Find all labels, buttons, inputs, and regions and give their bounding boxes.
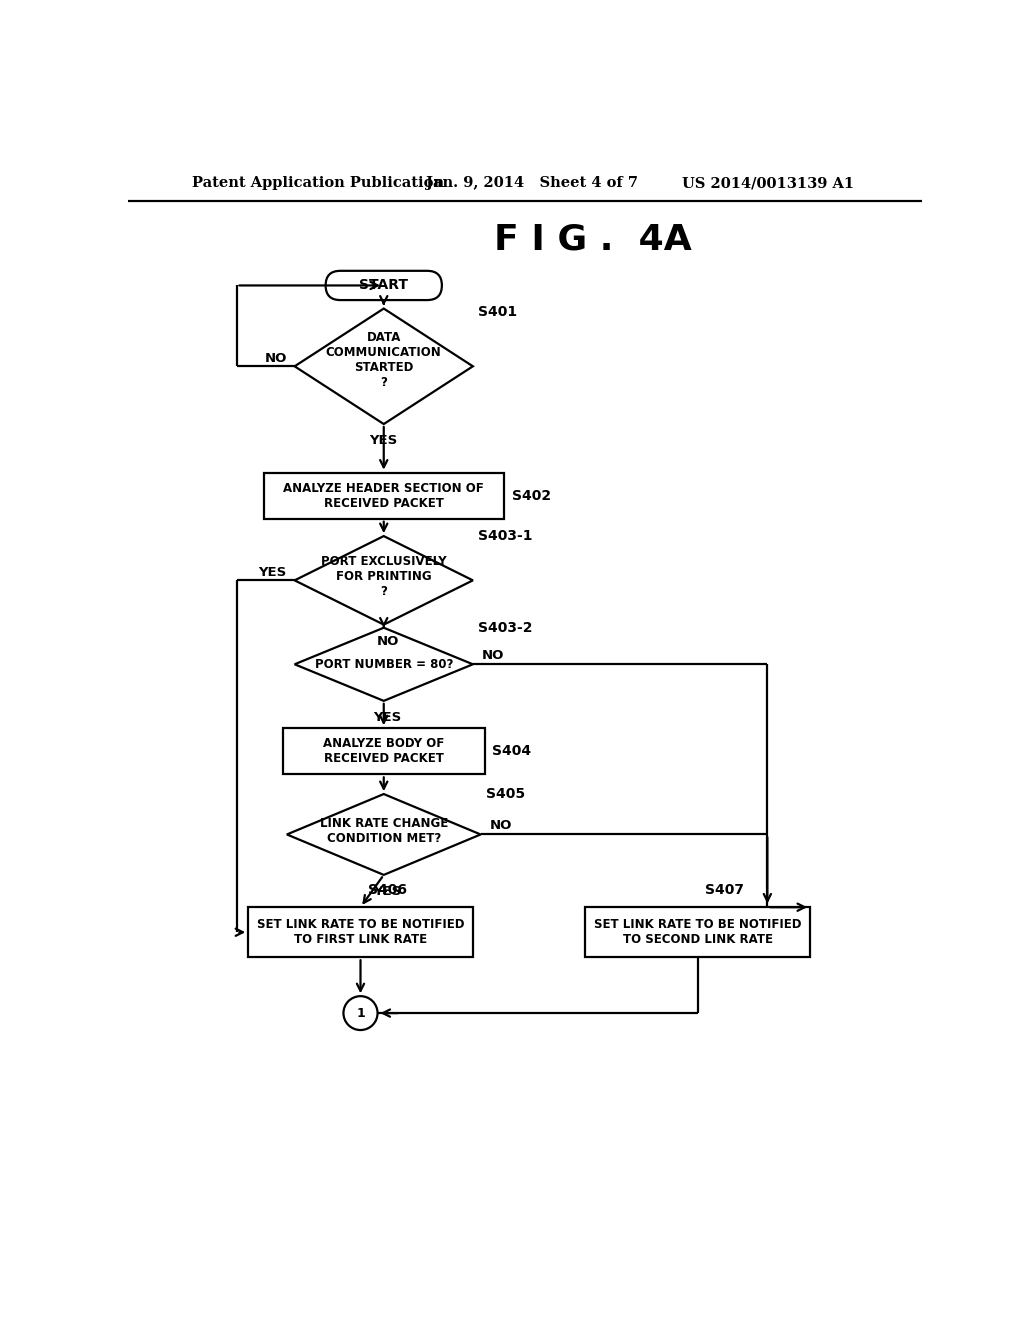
Text: PORT NUMBER = 80?: PORT NUMBER = 80?: [314, 657, 453, 671]
Text: S403-1: S403-1: [478, 529, 532, 543]
Bar: [263, 473, 504, 519]
Text: PORT EXCLUSIVELY
FOR PRINTING
?: PORT EXCLUSIVELY FOR PRINTING ?: [321, 554, 446, 598]
Text: LINK RATE CHANGE
CONDITION MET?: LINK RATE CHANGE CONDITION MET?: [319, 817, 447, 845]
Text: DATA
COMMUNICATION
STARTED
?: DATA COMMUNICATION STARTED ?: [326, 331, 441, 389]
Text: NO: NO: [377, 635, 398, 648]
Text: YES: YES: [374, 711, 401, 723]
Text: NO: NO: [489, 818, 512, 832]
Text: SET LINK RATE TO BE NOTIFIED
TO SECOND LINK RATE: SET LINK RATE TO BE NOTIFIED TO SECOND L…: [594, 919, 802, 946]
Text: NO: NO: [264, 352, 287, 366]
Bar: [283, 729, 484, 775]
Text: YES: YES: [259, 566, 287, 579]
Text: S402: S402: [512, 488, 551, 503]
Bar: [248, 907, 473, 957]
Text: ANALYZE HEADER SECTION OF
RECEIVED PACKET: ANALYZE HEADER SECTION OF RECEIVED PACKE…: [284, 482, 484, 510]
Text: S405: S405: [486, 787, 525, 801]
Text: US 2014/0013139 A1: US 2014/0013139 A1: [682, 176, 854, 190]
Text: SET LINK RATE TO BE NOTIFIED
TO FIRST LINK RATE: SET LINK RATE TO BE NOTIFIED TO FIRST LI…: [257, 919, 464, 946]
Text: Jan. 9, 2014   Sheet 4 of 7: Jan. 9, 2014 Sheet 4 of 7: [426, 176, 638, 190]
Bar: [586, 907, 810, 957]
Text: S404: S404: [493, 744, 531, 758]
Text: NO: NO: [482, 648, 505, 661]
Text: F I G .  4A: F I G . 4A: [495, 222, 692, 256]
Text: YES: YES: [370, 434, 398, 447]
Text: ANALYZE BODY OF
RECEIVED PACKET: ANALYZE BODY OF RECEIVED PACKET: [324, 738, 444, 766]
Text: Patent Application Publication: Patent Application Publication: [191, 176, 443, 190]
Text: START: START: [359, 279, 409, 293]
Text: YES: YES: [374, 884, 401, 898]
Text: S406: S406: [369, 883, 408, 898]
Text: S407: S407: [706, 883, 744, 898]
Text: 1: 1: [356, 1007, 365, 1019]
Text: S403-2: S403-2: [478, 620, 532, 635]
Text: S401: S401: [478, 305, 517, 319]
